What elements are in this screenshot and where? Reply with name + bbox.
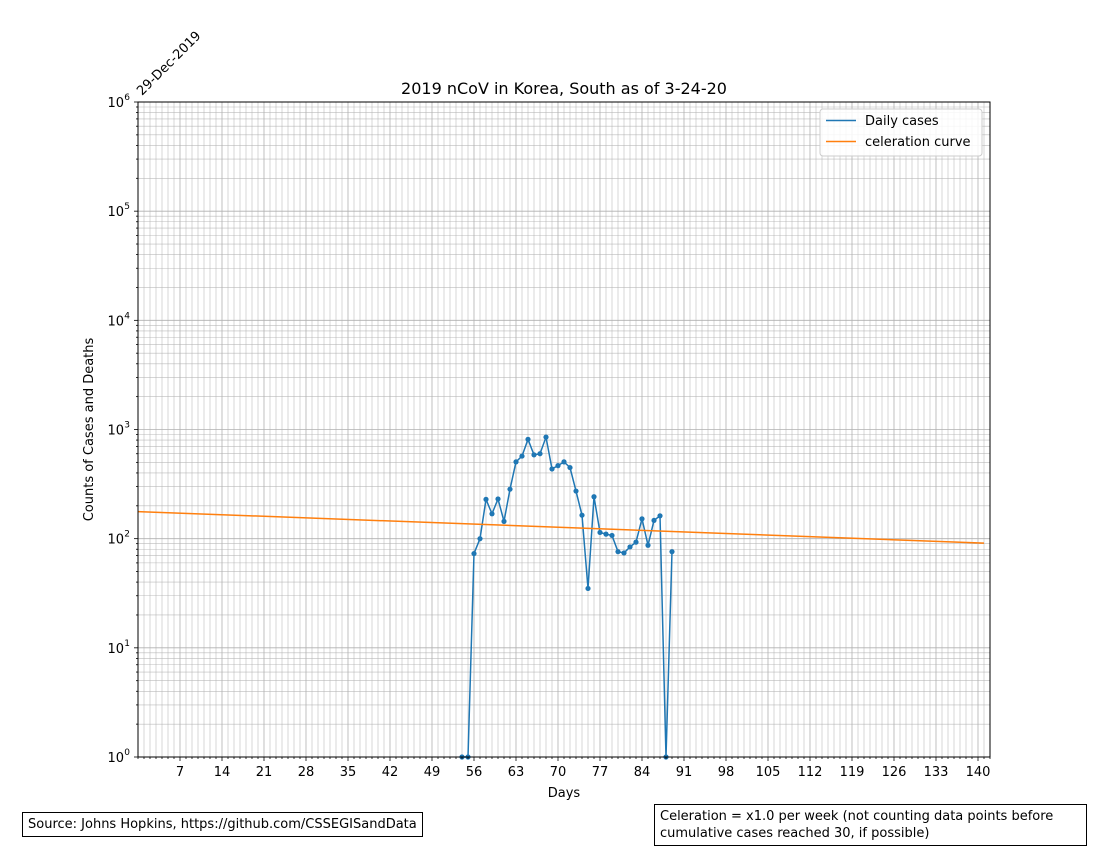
- x-tick-label: 7: [176, 765, 184, 780]
- y-tick-label: 10: [107, 642, 124, 657]
- data-point: [633, 539, 639, 545]
- y-tick-base: 10: [107, 424, 124, 439]
- y-tick-base: 10: [107, 642, 124, 657]
- x-tick-label: 14: [214, 765, 231, 780]
- celeration-note: Celeration = x1.0 per week (not counting…: [654, 804, 1087, 846]
- data-point: [645, 542, 651, 548]
- y-tick-exponent: 5: [124, 202, 130, 212]
- x-tick-label: 77: [592, 765, 609, 780]
- y-tick-exponent: 3: [124, 421, 130, 431]
- data-point: [567, 464, 573, 471]
- y-tick-label: 10: [107, 533, 124, 548]
- legend: Daily cases celeration curve: [819, 108, 983, 157]
- x-tick-label: 56: [466, 765, 483, 780]
- data-point: [501, 518, 507, 524]
- data-point: [561, 459, 567, 465]
- data-point: [483, 496, 489, 502]
- data-point: [591, 494, 597, 500]
- y-tick-base: 10: [107, 96, 124, 111]
- x-tick-label: 119: [840, 765, 865, 780]
- x-tick-label: 98: [718, 765, 735, 780]
- x-tick-label: 70: [550, 765, 567, 780]
- data-point: [549, 466, 555, 472]
- y-tick-exponent: 0: [124, 748, 130, 758]
- legend-frame: [819, 108, 983, 157]
- x-tick-label: 133: [924, 765, 949, 780]
- data-point: [579, 512, 585, 518]
- data-point: [513, 459, 519, 465]
- data-point: [531, 452, 537, 458]
- y-tick-base: 10: [107, 751, 124, 766]
- y-tick-label: 10: [107, 424, 124, 439]
- series-line-daily-cases: [462, 434, 673, 758]
- x-tick-label: 35: [340, 765, 357, 780]
- x-tick-label: 63: [508, 765, 525, 780]
- source-note: Source: Johns Hopkins, https://github.co…: [22, 812, 423, 837]
- series-line-celeration-curve: [137, 510, 985, 544]
- data-point: [639, 516, 645, 522]
- data-point: [507, 486, 513, 492]
- y-tick-label: 10: [107, 96, 124, 111]
- y-tick-base: 10: [107, 533, 124, 548]
- data-point: [543, 434, 549, 440]
- x-axis-label: Days: [548, 786, 581, 801]
- y-tick-base: 10: [107, 314, 124, 329]
- x-tick-label: 42: [382, 765, 399, 780]
- y-tick-exponent: 4: [124, 311, 130, 321]
- data-point: [597, 529, 603, 536]
- y-tick-base: 10: [107, 205, 124, 220]
- x-tick-label: 126: [882, 765, 907, 780]
- y-tick-label: 10: [107, 751, 124, 766]
- data-point: [537, 451, 543, 457]
- x-tick-label: 140: [966, 765, 991, 780]
- data-point: [651, 517, 657, 524]
- chart-title: 2019 nCoV in Korea, South as of 3-24-20: [401, 79, 727, 98]
- grid: [137, 101, 991, 758]
- y-tick-label: 10: [107, 314, 124, 329]
- data-point: [657, 513, 663, 519]
- data-point: [573, 488, 579, 494]
- start-date-label: 29-Dec-2019: [134, 29, 204, 99]
- data-point: [471, 550, 477, 557]
- data-point: [477, 536, 483, 542]
- x-tick-label: 112: [798, 765, 823, 780]
- data-point: [609, 532, 615, 539]
- y-axis-label: Counts of Cases and Deaths: [82, 337, 97, 521]
- data-point: [495, 496, 501, 502]
- plot-area: [137, 434, 985, 760]
- data-point: [669, 549, 675, 555]
- y-tick-exponent: 1: [124, 639, 130, 649]
- data-point: [627, 544, 633, 550]
- legend-label-celeration-curve: celeration curve: [865, 135, 971, 150]
- y-tick-exponent: 6: [124, 93, 130, 103]
- x-tick-label: 84: [634, 765, 651, 780]
- x-tick-label: 105: [756, 765, 781, 780]
- axis-ticks: 7 14 21 28 35 42 49 56 63 70 77 84 91 98 105 112 119 126 1…: [107, 93, 990, 780]
- y-tick-label: 10: [107, 205, 124, 220]
- y-tick-exponent: 2: [124, 530, 130, 540]
- x-tick-label: 91: [676, 765, 693, 780]
- data-point: [555, 462, 561, 469]
- data-point: [489, 511, 495, 517]
- data-point: [603, 531, 609, 537]
- data-point: [585, 585, 591, 592]
- x-tick-label: 21: [256, 765, 273, 780]
- legend-label-daily-cases: Daily cases: [865, 114, 939, 129]
- data-point: [519, 453, 525, 459]
- data-point: [621, 550, 627, 556]
- x-tick-label: 49: [424, 765, 441, 780]
- data-point: [525, 436, 531, 442]
- x-tick-label: 28: [298, 765, 315, 780]
- data-point: [615, 549, 621, 555]
